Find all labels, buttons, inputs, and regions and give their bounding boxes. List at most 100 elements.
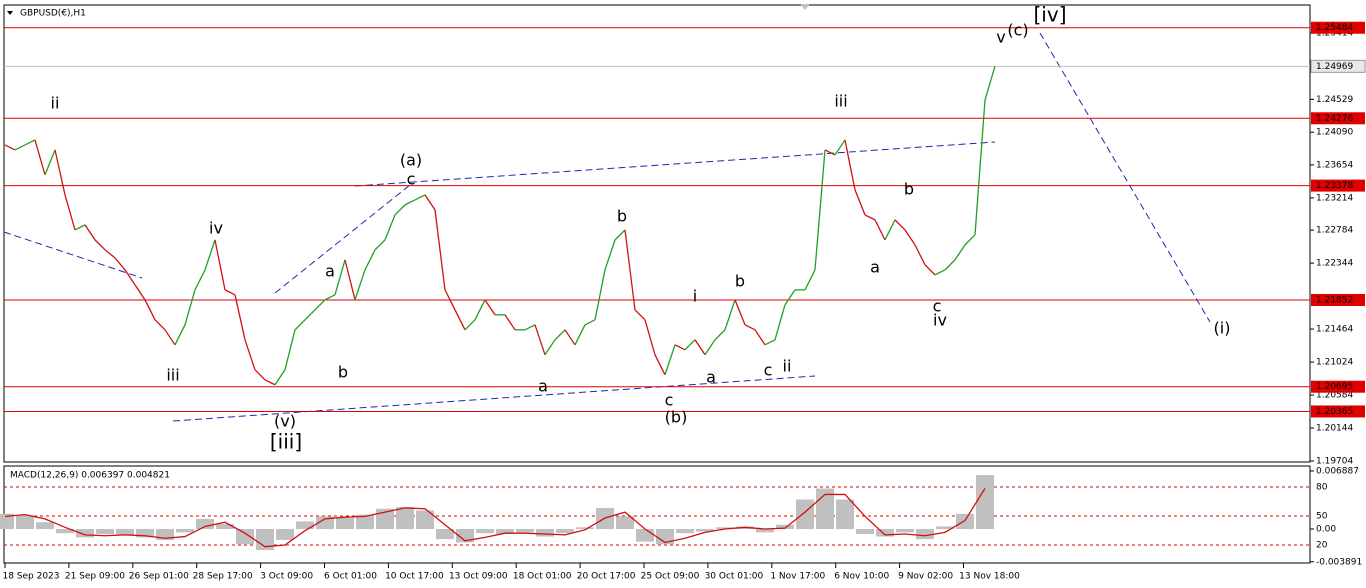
trend-lines [3,32,1211,422]
price-segment [64,194,76,231]
price-segment [294,319,306,331]
price-segment [564,329,576,346]
macd-bar [896,528,914,533]
macd-y-tick-label: -0.003891 [1316,557,1362,567]
scroll-marker [800,4,810,10]
price-segment [944,259,956,271]
price-segment [574,324,586,346]
wave-label: a [325,262,335,281]
price-segment [404,199,416,206]
price-segment [124,269,136,286]
wave-label: iv [933,311,947,330]
current-price-label: 1.24969 [1316,62,1353,72]
trend-line [274,184,411,294]
wave-label: iii [166,366,179,385]
price-segment [154,319,166,331]
x-tick-label: 25 Oct 09:00 [641,572,700,582]
wave-label: iii [834,92,847,111]
price-segment [764,339,776,346]
wave-label: c [933,297,942,316]
price-segment [364,249,376,271]
wave-label: i [693,287,697,306]
x-tick-label: 6 Oct 01:00 [324,572,377,582]
macd-title: MACD(12,26,9) 0.006397 0.004821 [10,471,170,481]
wave-label: a [870,258,880,277]
price-segment [34,139,46,176]
level-label: 1.20365 [1316,407,1353,417]
price-segment [204,239,216,271]
macd-bar [656,528,674,545]
price-segment [214,239,226,290]
price-segment [384,214,396,241]
x-tick-label: 21 Sep 09:00 [65,572,125,582]
price-segment [924,264,936,276]
price-segment [134,284,146,301]
price-segment [774,304,786,340]
macd-bar [916,528,934,540]
wave-label: c [764,361,773,380]
price-segment [284,329,296,370]
macd-bar [196,518,214,529]
trend-line [354,141,996,187]
level-label: 1.21852 [1316,295,1353,305]
price-segment [324,294,336,301]
price-segment [194,269,206,291]
macd-y-tick-label: 0.006887 [1316,466,1359,476]
level-label: 1.20695 [1316,382,1353,392]
price-segment [44,149,56,176]
x-tick-label: 9 Nov 02:00 [898,572,953,582]
price-segment [114,257,126,271]
price-segment [694,339,706,356]
macd-bar [576,527,594,529]
price-segment [74,224,86,231]
price-segment [524,324,536,331]
macd-bar [936,526,954,529]
price-segment [304,309,316,321]
price-segment [224,289,236,296]
price-segment [414,194,426,201]
price-segment [604,239,616,271]
macd-bar [436,528,454,540]
price-segment [844,139,856,190]
macd-bar [136,528,154,538]
price-segment [84,224,96,241]
macd-y-tick-label: 0.00 [1316,524,1336,534]
wave-label: b [735,272,745,291]
price-segment [814,149,826,270]
price-segment [464,319,476,331]
price-segment [824,149,836,156]
chart-title: GBPUSD(€),H1 [20,9,86,19]
macd-bar [416,510,434,529]
price-segment [644,319,656,355]
macd-bar [796,499,814,529]
price-segment [724,299,736,331]
wave-label: b [904,180,914,199]
x-tick-label: 13 Oct 09:00 [449,572,508,582]
price-segment [424,194,436,211]
macd-bar [256,528,274,551]
macd-level-label: 80 [1316,482,1328,492]
wave-label: [iv] [1034,3,1067,27]
price-segment [14,144,26,151]
y-tick-label: 1.21464 [1316,325,1353,335]
trend-line [3,231,143,279]
macd-bar [236,528,254,545]
price-segment [54,149,66,196]
macd-bar [976,475,994,529]
level-tag [1311,405,1365,418]
price-segment [594,269,606,320]
current-price-tag [1310,59,1366,73]
price-segment [344,259,356,300]
level-label: 1.23378 [1316,181,1353,191]
macd-bar [216,523,234,529]
symbol-icon [7,11,13,15]
macd-bar [536,528,554,537]
x-tick-label: 13 Nov 18:00 [959,572,1020,582]
main-frame [3,4,1311,463]
macd-bar [276,528,294,540]
y-tick-label: 1.22784 [1316,226,1353,236]
price-segment [484,299,496,316]
trend-line [172,375,816,422]
macd-bar [556,528,574,534]
